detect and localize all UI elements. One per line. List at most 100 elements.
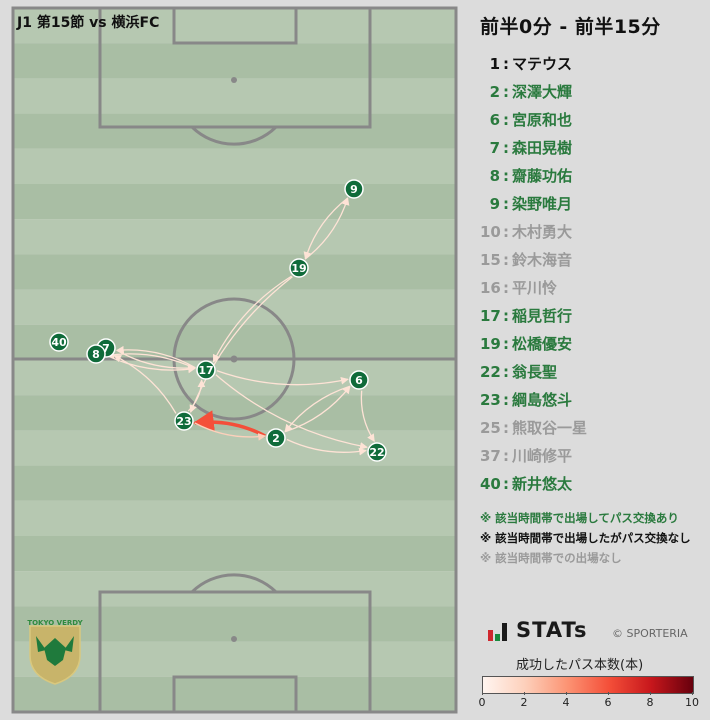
center-spot <box>230 355 238 363</box>
pitch-stripe <box>13 8 456 44</box>
player-node-8: 8 <box>86 344 106 364</box>
colorbar-tick-mark <box>566 692 567 695</box>
pass-edge-19-17 <box>212 275 292 363</box>
colorbar-tick-label: 10 <box>685 696 699 709</box>
roster-number: 22 <box>480 363 501 381</box>
player-node-40: 40 <box>49 332 69 352</box>
player-node-circle <box>344 179 364 199</box>
note-passed: ※ 該当時間帯で出場してパス交換あり <box>480 511 679 525</box>
penalty-spot-bottom <box>231 636 237 642</box>
roster-name: 染野唯月 <box>512 195 573 213</box>
pitch-stripe <box>13 78 456 114</box>
colorbar-tick-mark <box>524 692 525 695</box>
roster-item: 7: 森田晃樹 <box>480 134 587 162</box>
colorbar-tick-label: 2 <box>520 696 528 709</box>
pass-edge-6-2 <box>284 385 351 433</box>
pass-edge-23-7 <box>113 354 177 414</box>
penalty-arc-top <box>190 125 278 146</box>
roster-number: 16 <box>480 279 501 297</box>
roster-separator: : <box>503 307 509 325</box>
colorbar <box>482 676 694 694</box>
player-node-circle <box>174 411 194 431</box>
penalty-arc-bottom <box>190 573 278 594</box>
pass-edge-17-6 <box>216 370 349 386</box>
roster-number: 9 <box>489 195 500 213</box>
colorbar-tick-mark <box>692 692 693 695</box>
player-node-label: 17 <box>198 364 213 377</box>
roster-name: 深澤大輝 <box>512 83 573 101</box>
info-panel: 前半0分 - 前半15分 1: マテウス 2: 深澤大輝 6: 宮原和也 7: 森田晃樹 8: 齋… <box>460 0 710 720</box>
roster-number: 17 <box>480 307 501 325</box>
roster-name: 翁長聖 <box>512 363 558 381</box>
roster-item: 2: 深澤大輝 <box>480 78 587 106</box>
roster-separator: : <box>503 83 509 101</box>
roster-name: 森田晃樹 <box>512 139 573 157</box>
pitch-stripe <box>13 148 456 184</box>
pitch-stripe <box>13 536 456 572</box>
roster-number: 19 <box>480 335 501 353</box>
roster-separator: : <box>503 391 509 409</box>
roster-number: 40 <box>480 475 501 493</box>
roster-item: 10: 木村勇大 <box>480 218 587 246</box>
player-node-label: 19 <box>291 262 306 275</box>
roster-separator: : <box>503 279 509 297</box>
player-node-circle <box>349 370 369 390</box>
roster-separator: : <box>503 419 509 437</box>
roster-separator: : <box>503 55 509 73</box>
roster-item: 15: 鈴木海音 <box>480 246 587 274</box>
pass-edge-7-17 <box>116 349 197 373</box>
roster-separator: : <box>503 363 509 381</box>
roster-item: 16: 平川怜 <box>480 274 587 302</box>
pitch-stripe <box>13 289 456 325</box>
roster-number: 6 <box>489 111 500 129</box>
roster-item: 23: 綱島悠斗 <box>480 386 587 414</box>
pitch-stripe <box>13 254 456 290</box>
pass-edge-23-17 <box>187 379 206 412</box>
roster-item: 19: 松橋優安 <box>480 330 587 358</box>
roster-name: 鈴木海音 <box>512 251 573 269</box>
player-node-6: 6 <box>349 370 369 390</box>
club-logo-text: TOKYO VERDY <box>27 619 83 627</box>
player-node-label: 9 <box>350 183 358 196</box>
pass-edge-6-22 <box>360 390 375 442</box>
colorbar-tick-mark <box>608 692 609 695</box>
pitch-stripe <box>13 219 456 255</box>
pass-edges <box>106 197 375 456</box>
penalty-spot-top <box>231 77 237 83</box>
roster-list: 1: マテウス 2: 深澤大輝 6: 宮原和也 7: 森田晃樹 8: 齋藤功佑 9: 染野唯月 10: 木… <box>480 50 587 498</box>
colorbar-ticks: 0 2 4 6 8 10 <box>479 692 699 718</box>
roster-name: 齋藤功佑 <box>512 167 573 185</box>
player-node-2: 2 <box>266 428 286 448</box>
roster-separator: : <box>503 195 509 213</box>
pass-edge-17-8 <box>106 350 196 370</box>
roster-number: 25 <box>480 419 501 437</box>
pass-edge-2-23 <box>192 410 267 438</box>
colorbar-tick-mark <box>650 692 651 695</box>
pass-edge-23-2 <box>194 422 266 441</box>
roster-item: 37: 川崎修平 <box>480 442 587 470</box>
player-node-label: 22 <box>369 446 384 459</box>
roster-number: 2 <box>489 83 500 101</box>
pass-edge-2-6 <box>284 385 351 433</box>
player-node-22: 22 <box>367 442 387 462</box>
roster-item: 6: 宮原和也 <box>480 106 587 134</box>
roster-name: 熊取谷一星 <box>512 419 588 437</box>
pass-edge-17-22 <box>215 374 368 450</box>
player-node-circle <box>367 442 387 462</box>
player-node-label: 8 <box>92 348 100 361</box>
roster-separator: : <box>503 167 509 185</box>
stats-bars-icon <box>488 623 507 641</box>
goal-area-top <box>172 6 298 45</box>
colorbar-tick-mark <box>482 692 483 695</box>
colorbar-tick-label: 4 <box>562 696 570 709</box>
player-node-circle <box>49 332 69 352</box>
colorbar-label: 成功したパス本数(本) <box>516 658 644 673</box>
roster-item: 22: 翁長聖 <box>480 358 587 386</box>
pitch-stripe <box>13 606 456 642</box>
player-node-circle <box>86 344 106 364</box>
pitch-stripe <box>13 43 456 79</box>
pitch-stripe <box>13 465 456 501</box>
player-node-label: 6 <box>355 374 363 387</box>
roster-number: 23 <box>480 391 501 409</box>
player-node-circle <box>266 428 286 448</box>
